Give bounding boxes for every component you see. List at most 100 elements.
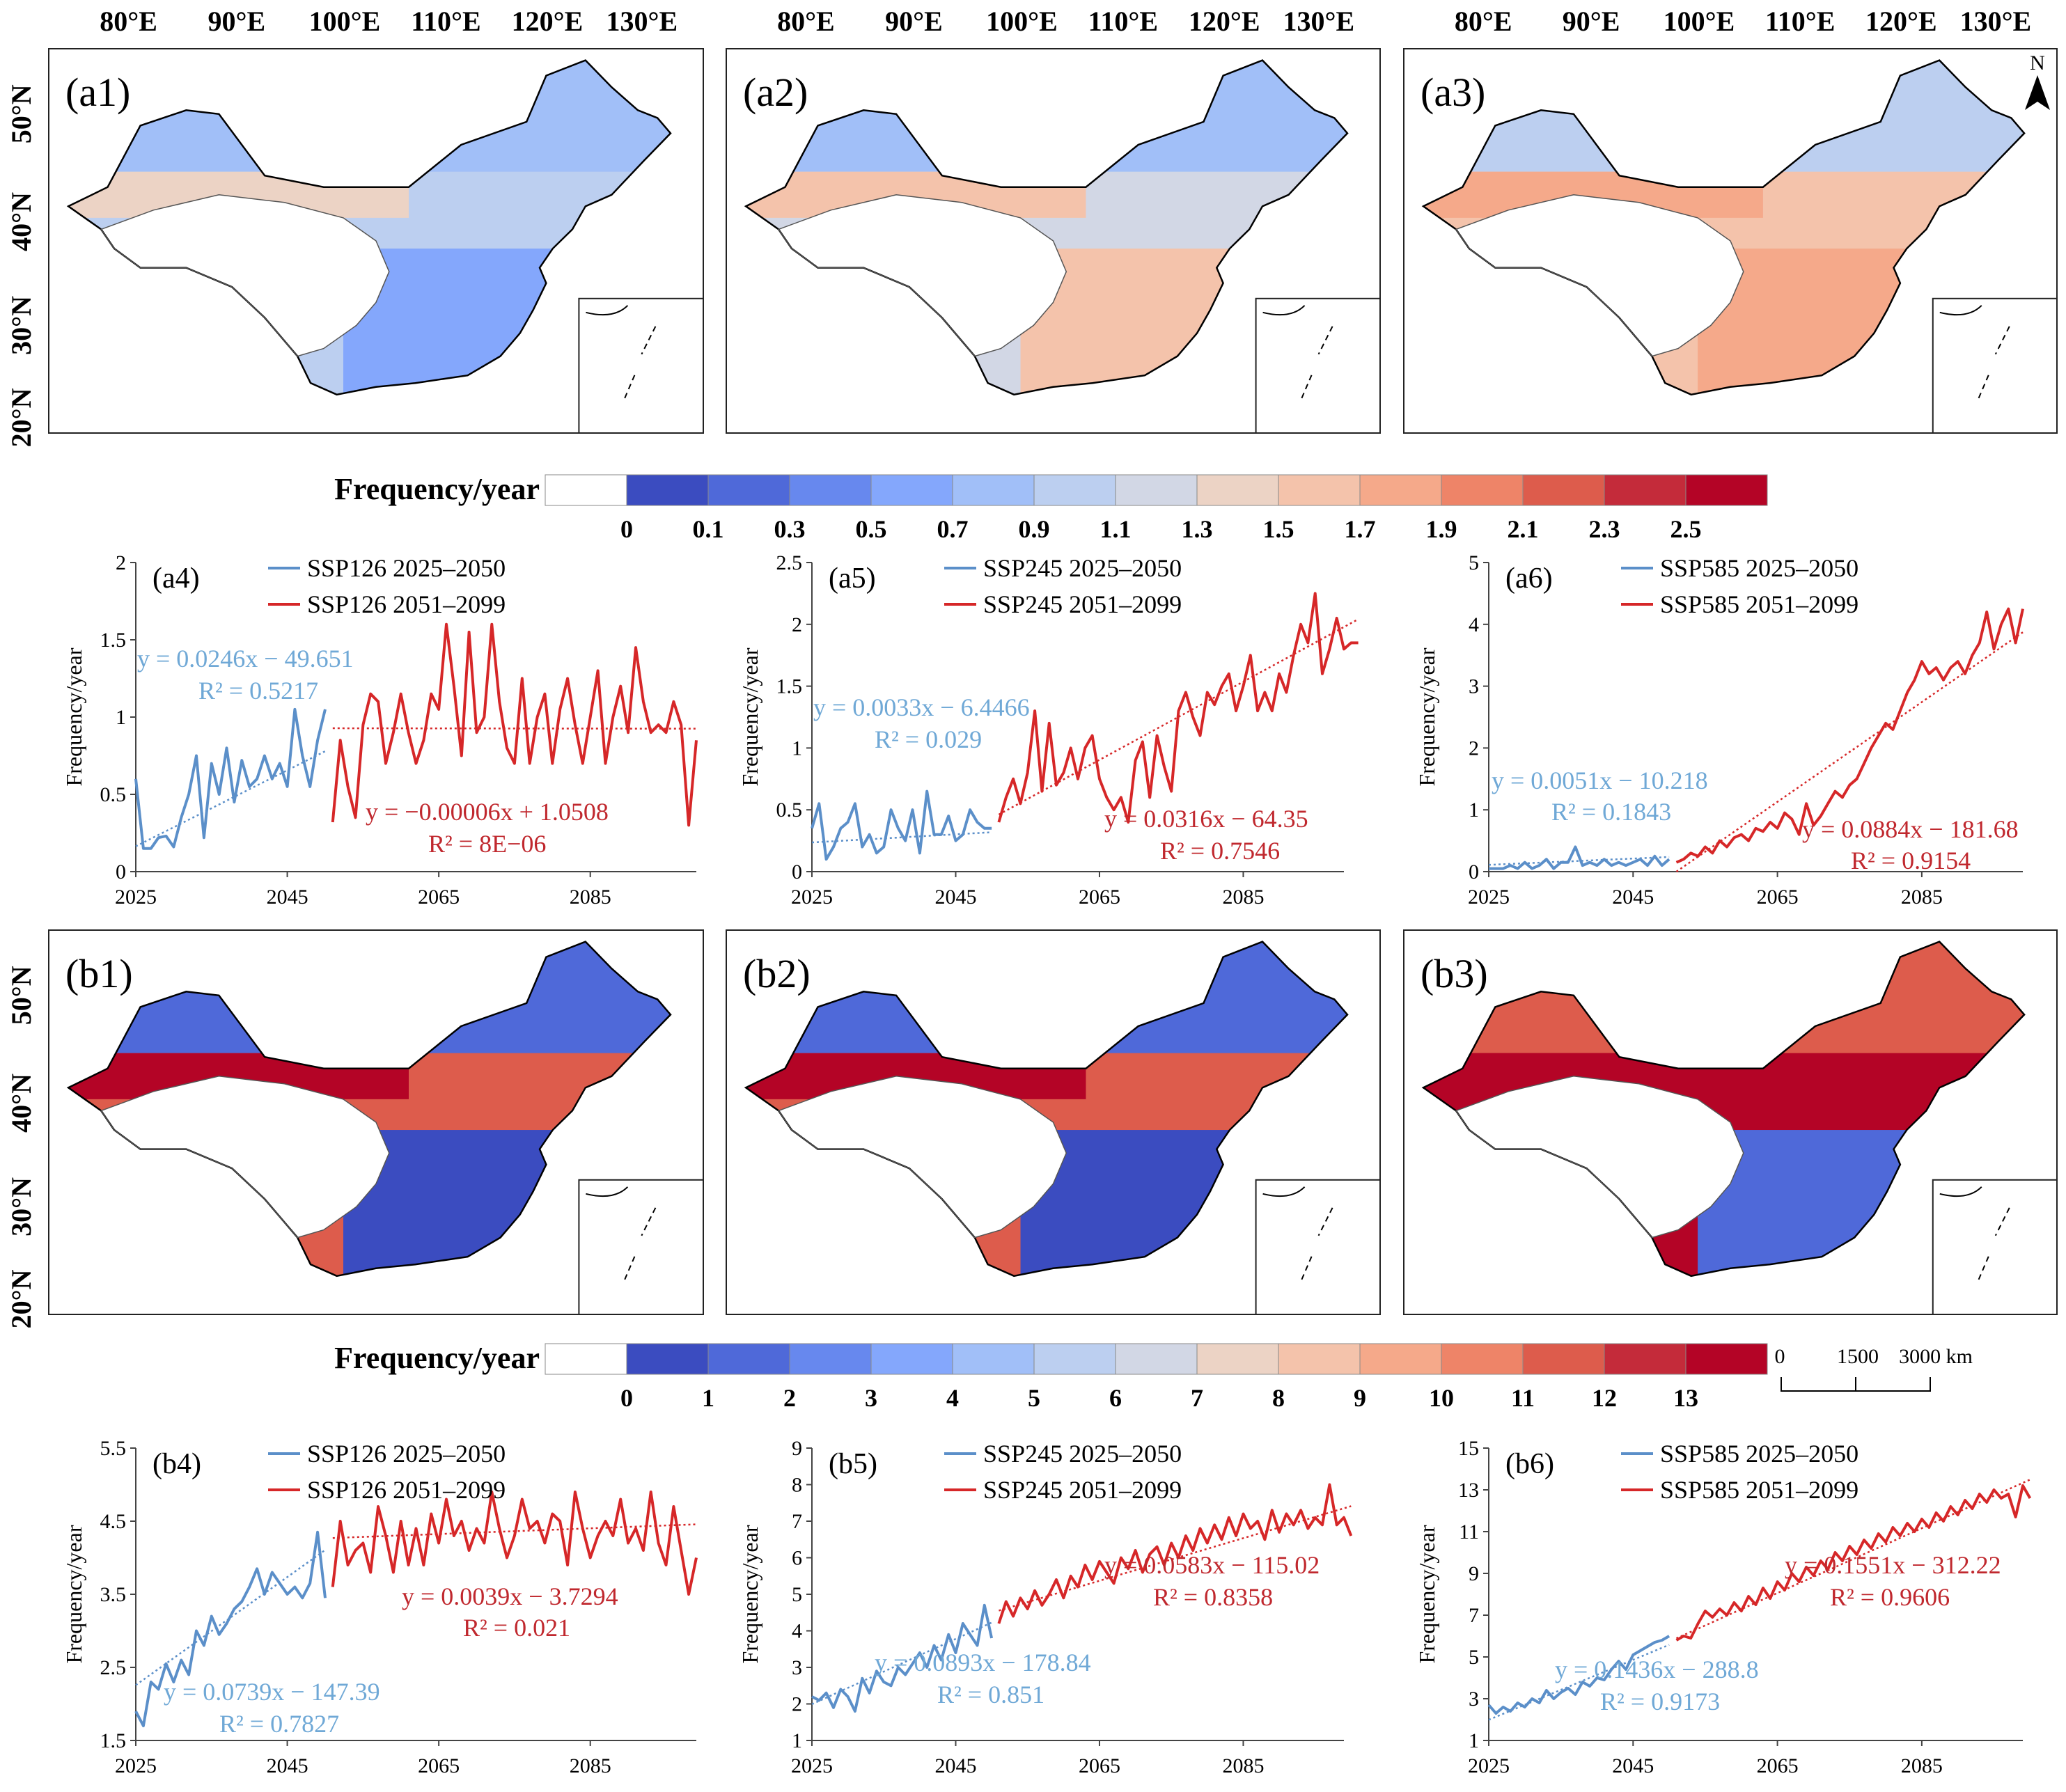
line-chart-2: 0 0.5 1 1.5 2 2.5 2025 2045 2065 2085 Frequency/ye… — [737, 551, 1359, 909]
y-tick-label: 3 — [792, 1656, 802, 1679]
colorbar-swatch — [545, 474, 627, 506]
trend-line-early — [811, 831, 992, 844]
y-tick-label: 1 — [1469, 799, 1479, 822]
colorbar-swatch — [1278, 1343, 1361, 1375]
longitude-label: 100°E — [309, 6, 381, 37]
y-tick-label: 4 — [792, 1620, 802, 1643]
south-china-sea-inset — [578, 297, 705, 434]
latitude-label: 40°N — [6, 1074, 37, 1133]
colorbar-swatch — [1359, 474, 1442, 506]
map-panel-6: (b3) — [1403, 929, 2058, 1316]
inset-boundary — [623, 1207, 657, 1282]
inset-boundary — [1300, 326, 1333, 400]
latitude-label: 20°N — [6, 388, 37, 447]
longitude-label: 110°E — [1088, 6, 1158, 37]
colorbar-tick-label: 12 — [1592, 1384, 1617, 1412]
line-chart-3: 0 1 2 3 4 5 2025 2045 2065 2085 Frequency/year (a6)… — [1414, 551, 2024, 909]
colorbar-tick-label: 13 — [1673, 1384, 1698, 1412]
colorbar-tick-label: 6 — [1109, 1384, 1122, 1412]
map-plateau-region — [1456, 1076, 1744, 1238]
colorbar-swatch — [1522, 474, 1605, 506]
y-tick-label: 2.5 — [100, 1656, 127, 1679]
colorbar-layer: Frequency/year 0 0.1 0.3 0.5 0.7 0.9 1.1 1.3 1.5 1… — [334, 472, 1973, 1412]
series-line-early — [1489, 845, 1670, 870]
trend-equation-late: y = −0.00006x + 1.0508 — [366, 798, 609, 826]
y-tick-label: 2 — [792, 1693, 802, 1716]
map-panel-label: (a3) — [1421, 70, 1485, 115]
y-tick-label: 2 — [116, 551, 126, 574]
latitude-label: 20°N — [6, 1269, 37, 1328]
trend-r2-early: R² = 0.9173 — [1600, 1688, 1720, 1715]
x-tick-label: 2065 — [1079, 1754, 1120, 1777]
series-line-late — [1675, 1484, 2032, 1642]
colorbar-tick-label: 11 — [1511, 1384, 1535, 1412]
trend-equation-late: y = 0.0583x − 115.02 — [1104, 1551, 1320, 1579]
longitude-label: 100°E — [1664, 6, 1735, 37]
x-tick-label: 2085 — [570, 1754, 611, 1777]
series-line-early — [811, 1603, 994, 1713]
y-tick-label: 1.5 — [100, 1729, 127, 1752]
south-china-sea-inset — [1932, 297, 2058, 434]
x-tick-label: 2025 — [1468, 1754, 1510, 1777]
south-china-sea-inset — [578, 1179, 705, 1316]
trend-line-late — [1675, 1479, 2030, 1640]
province-border — [777, 1076, 1067, 1239]
colorbar-tick-label: 8 — [1272, 1384, 1285, 1412]
trend-r2-early: R² = 0.7827 — [219, 1710, 339, 1738]
x-tick-label: 2025 — [791, 886, 833, 909]
y-tick-label: 5.5 — [100, 1437, 127, 1460]
chart-panel-label: (b4) — [152, 1448, 201, 1480]
longitude-label: 120°E — [512, 6, 584, 37]
y-tick-label: 2 — [1469, 737, 1479, 760]
trend-equation-late: y = 0.0884x − 181.68 — [1802, 815, 2019, 843]
x-tick-label: 2065 — [418, 1754, 460, 1777]
y-tick-label: 4.5 — [100, 1510, 127, 1533]
colorbar-swatch — [952, 474, 1035, 506]
inset-coastline — [586, 1186, 629, 1197]
latitude-label: 50°N — [6, 966, 37, 1025]
trend-line-late — [332, 727, 697, 730]
colorbar-swatch — [870, 1343, 953, 1375]
colorbar-tick-label: 4 — [946, 1384, 959, 1412]
inset-boundary — [1977, 1207, 2010, 1282]
legend-entry: SSP126 2025–2050 — [307, 1440, 506, 1468]
y-tick-label: 1 — [792, 1729, 802, 1752]
x-tick-label: 2065 — [1757, 886, 1799, 909]
south-china-sea-inset — [1255, 1179, 1381, 1316]
map-plateau-region — [101, 1076, 389, 1238]
chart-panel-label: (b6) — [1505, 1448, 1554, 1480]
y-axis-label: Frequency/year — [1414, 647, 1439, 786]
legend-entry: SSP585 2025–2050 — [1660, 554, 1858, 582]
series-line-early — [811, 789, 992, 861]
x-tick-label: 2045 — [934, 1754, 976, 1777]
inset-boundary — [623, 326, 657, 400]
colorbar-tick-label: 0.5 — [856, 515, 887, 543]
colorbar-swatch — [1115, 1343, 1198, 1375]
trend-equation-early: y = 0.0051x − 10.218 — [1492, 767, 1708, 794]
map-plateau-region — [778, 1076, 1067, 1238]
colorbar-swatch — [789, 1343, 872, 1375]
trend-line-early — [135, 750, 326, 847]
map-panel-1: (a1) 80°E 90°E 100°E 110°E 120°E 130°E 50°N 40°N… — [6, 6, 705, 447]
province-border — [1455, 1076, 1744, 1239]
colorbar-swatch — [1604, 474, 1687, 506]
trend-line-late — [332, 1523, 697, 1539]
inset-boundary — [1300, 1207, 1333, 1282]
colorbar-1: Frequency/year 0 0.1 0.3 0.5 0.7 0.9 1.1 1.3 1.5 1… — [334, 472, 1768, 543]
trend-r2-late: R² = 8E−06 — [428, 830, 546, 858]
trend-equation-early: y = 0.0893x − 178.84 — [875, 1649, 1091, 1676]
latitude-label: 50°N — [6, 84, 37, 143]
x-tick-label: 2065 — [1757, 1754, 1799, 1777]
map-panel-label: (b2) — [743, 951, 811, 996]
legend-entry: SSP245 2051–2099 — [983, 590, 1182, 618]
y-tick-label: 1.5 — [776, 675, 803, 698]
y-tick-label: 1 — [792, 737, 802, 760]
series-line-early — [134, 707, 327, 850]
trend-r2-late: R² = 0.9154 — [1851, 847, 1971, 874]
series-line-late — [1675, 607, 2024, 864]
map-panel-4: (b1) 50°N 40°N 30°N 20°N — [6, 929, 705, 1328]
colorbar-tick-label: 2.1 — [1508, 515, 1539, 543]
province-border — [100, 1076, 390, 1239]
y-tick-label: 0.5 — [776, 799, 803, 822]
map-plateau-region — [101, 194, 389, 356]
